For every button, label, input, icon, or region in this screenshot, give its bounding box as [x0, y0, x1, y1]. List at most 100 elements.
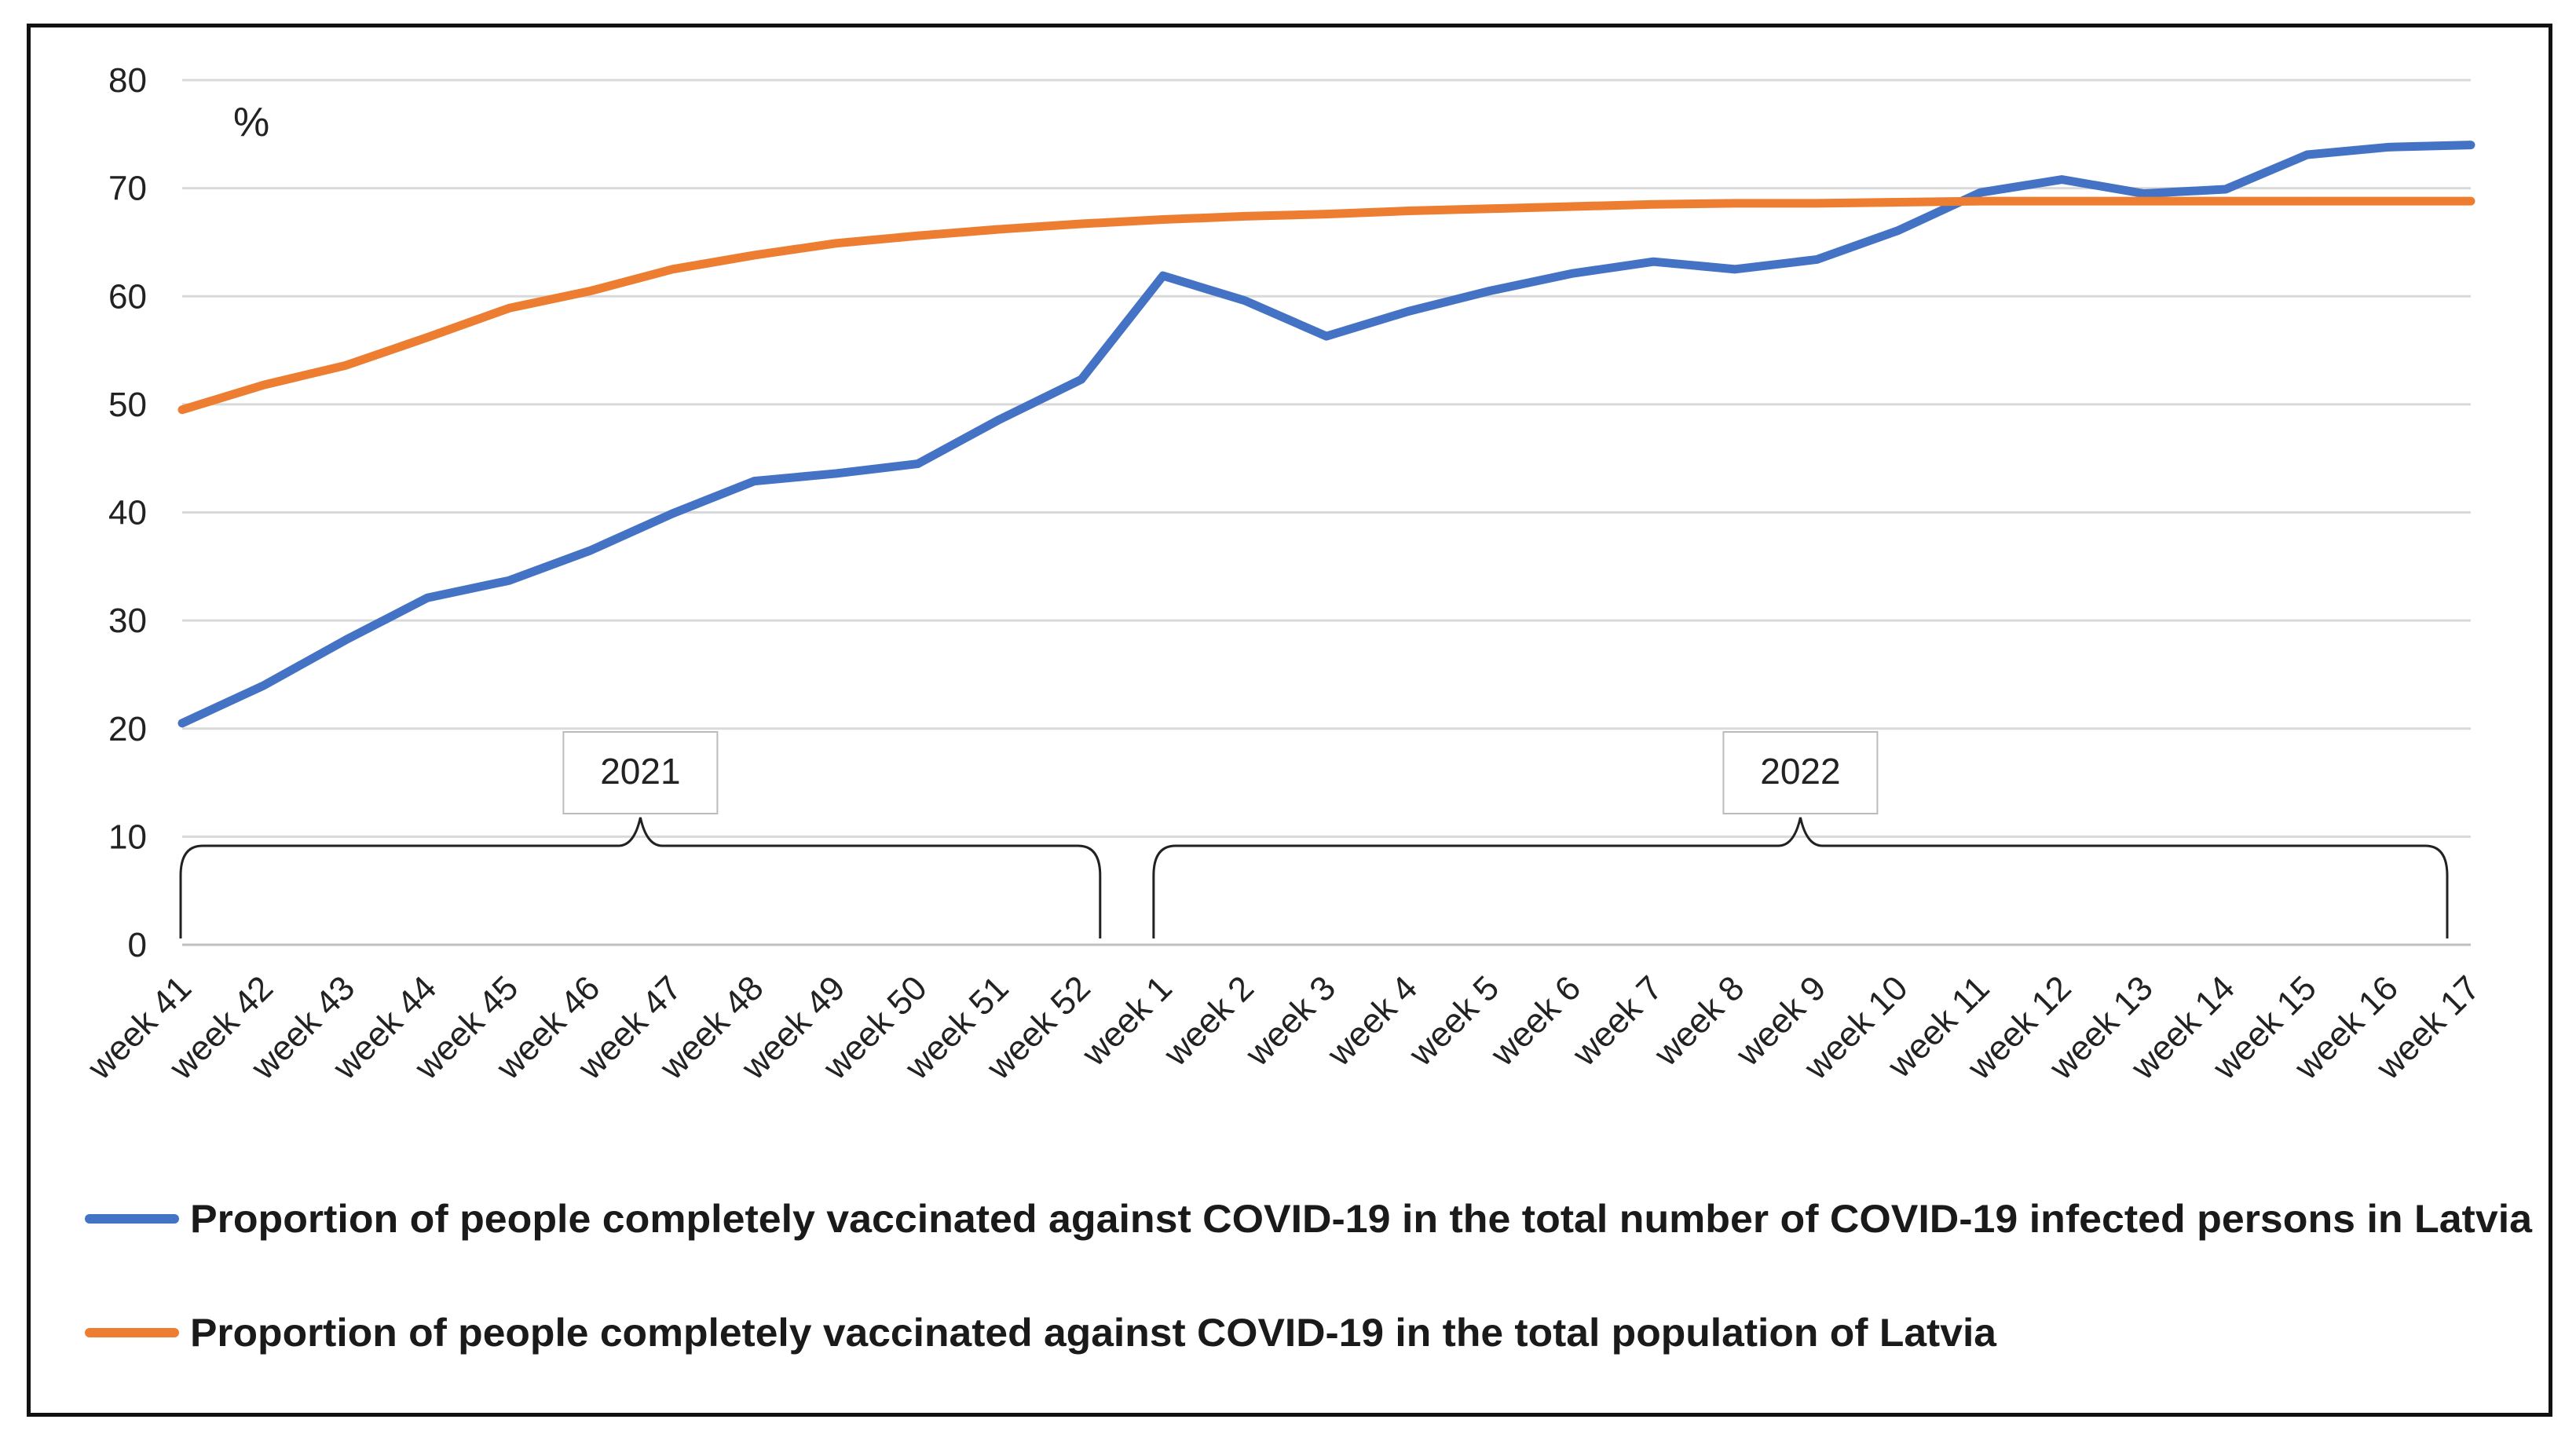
x-tick-label: week 1: [1074, 968, 1180, 1074]
y-tick-label: 30: [108, 602, 147, 640]
data-point: [1569, 204, 1575, 210]
data-point: [915, 461, 920, 466]
year-box: [562, 731, 719, 814]
year-annotation: 2022: [1152, 731, 2449, 938]
data-point: [752, 252, 757, 258]
data-point: [507, 578, 512, 583]
data-point: [1487, 206, 1493, 211]
year-box: [1722, 731, 1879, 814]
data-point: [2304, 152, 2310, 157]
data-point: [1160, 217, 1165, 222]
data-point: [833, 240, 839, 246]
data-point: [2059, 177, 2065, 182]
y-tick-label: 60: [108, 277, 147, 316]
data-point: [997, 417, 1002, 423]
data-point: [1896, 199, 1901, 205]
data-point: [1814, 257, 1820, 262]
y-tick-label: 10: [108, 818, 147, 856]
legend: Proportion of people completely vaccinat…: [85, 1197, 2533, 1355]
data-point: [588, 288, 594, 294]
data-point: [670, 510, 675, 516]
legend-label: Proportion of people completely vaccinat…: [190, 1311, 1997, 1355]
y-tick-label: 50: [108, 386, 147, 424]
x-tick-label: week 4: [1319, 968, 1425, 1074]
data-point: [180, 407, 185, 412]
data-point: [262, 382, 267, 388]
data-point: [1406, 208, 1411, 214]
legend-label: Proportion of people completely vaccinat…: [190, 1197, 2533, 1241]
series-1: [177, 141, 2475, 728]
x-tick-label: week 3: [1238, 968, 1343, 1074]
x-tick-label: week 5: [1401, 968, 1506, 1074]
data-point: [588, 547, 594, 553]
data-point: [2141, 199, 2146, 204]
bracket: [179, 817, 1102, 938]
legend-entry: Proportion of people completely vaccinat…: [85, 1311, 1997, 1355]
data-point: [1324, 211, 1329, 217]
data-point: [1896, 228, 1901, 233]
data-point: [2059, 199, 2065, 204]
data-point: [507, 305, 512, 311]
data-point: [1487, 288, 1493, 294]
series-line: [177, 196, 2475, 415]
data-point: [1651, 259, 1656, 265]
series-lines: [177, 141, 2475, 728]
data-point: [2386, 144, 2391, 150]
data-point: [2304, 199, 2310, 204]
data-point: [425, 335, 430, 340]
data-point: [1078, 377, 1084, 382]
year-label: 2022: [1760, 751, 1840, 792]
data-point: [262, 682, 267, 688]
data-point: [180, 720, 185, 726]
data-point: [2141, 191, 2146, 196]
data-point: [343, 637, 349, 642]
data-point: [425, 595, 430, 601]
data-point: [1978, 199, 1983, 204]
y-tick-label: 0: [128, 926, 147, 964]
bracket: [1152, 817, 2449, 938]
data-point: [2223, 187, 2228, 192]
data-point: [1569, 271, 1575, 276]
y-axis-ticks: 0 10 20 30 40 50 60 70 80: [108, 61, 147, 964]
data-point: [1978, 190, 1983, 196]
year-label: 2021: [600, 751, 680, 792]
y-tick-label: 80: [108, 61, 147, 100]
y-tick-label: 70: [108, 170, 147, 208]
data-point: [2468, 199, 2473, 204]
year-annotations: 2021 2022: [179, 731, 2449, 938]
data-point: [670, 266, 675, 272]
series-line: [177, 141, 2475, 728]
data-point: [1242, 214, 1247, 219]
legend-entry: Proportion of people completely vaccinat…: [85, 1197, 2533, 1241]
y-axis-unit-label: %: [233, 100, 269, 145]
data-point: [833, 470, 839, 476]
data-point: [343, 363, 349, 368]
year-annotation: 2021: [179, 731, 1102, 938]
data-point: [2223, 199, 2228, 204]
gridlines: [182, 79, 2471, 946]
x-tick-label: week 8: [1646, 968, 1751, 1074]
data-point: [752, 478, 757, 484]
data-point: [1406, 309, 1411, 314]
x-tick-label: week 6: [1483, 968, 1588, 1074]
y-tick-label: 40: [108, 494, 147, 532]
x-tick-label: week 7: [1564, 968, 1670, 1074]
data-point: [1160, 273, 1165, 279]
data-point: [1324, 334, 1329, 339]
data-point: [1651, 202, 1656, 207]
data-point: [1733, 200, 1738, 206]
data-point: [2386, 199, 2391, 204]
data-point: [915, 233, 920, 239]
x-tick-label: week 2: [1156, 968, 1261, 1074]
data-point: [997, 226, 1002, 232]
y-tick-label: 20: [108, 710, 147, 748]
data-point: [1242, 298, 1247, 303]
data-point: [1814, 200, 1820, 206]
series-2: [177, 196, 2475, 415]
chart-frame: 0 10 20 30 40 50 60 70 80 week 41 week 42 week 43 w…: [27, 24, 2552, 1417]
data-point: [1078, 221, 1084, 227]
data-point: [2468, 142, 2473, 148]
data-point: [1733, 266, 1738, 272]
